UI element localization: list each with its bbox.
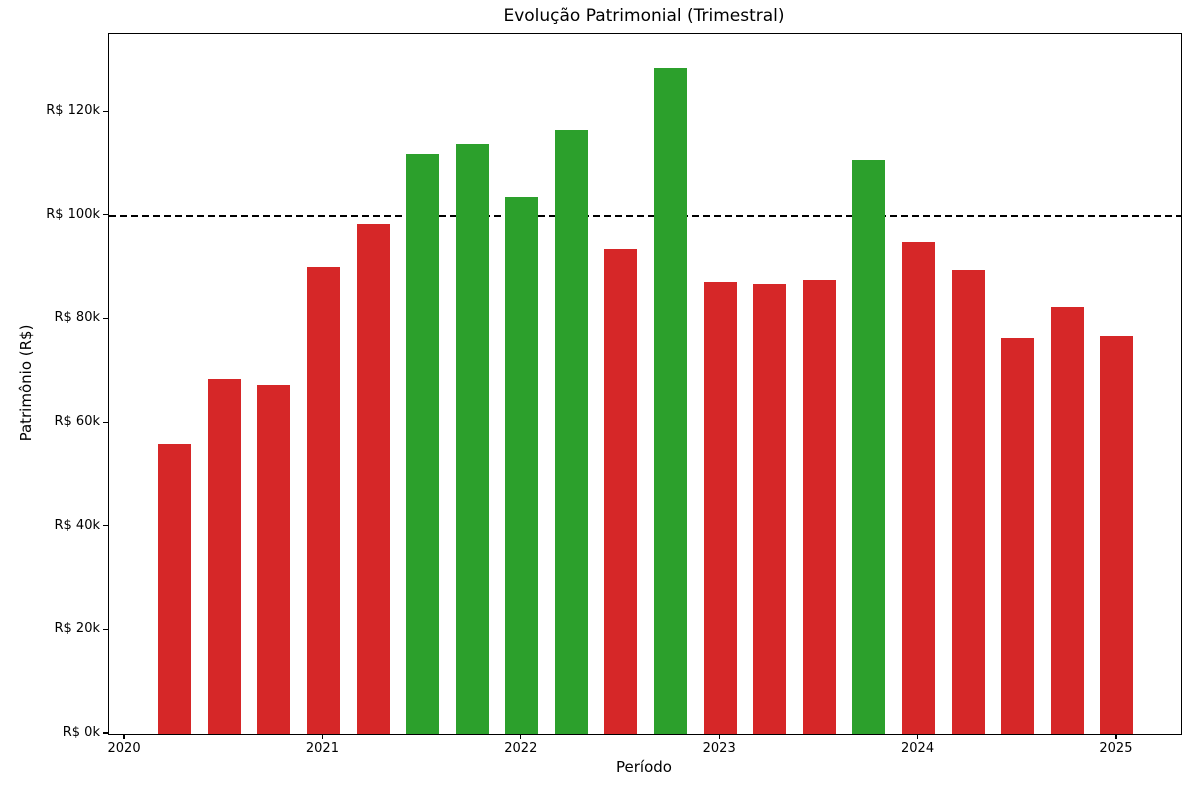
bar-2021-Q4	[455, 144, 489, 734]
ytick-mark	[103, 317, 108, 320]
bar-2024-Q1	[902, 242, 936, 734]
bars-layer	[109, 34, 1181, 734]
xtick-mark	[520, 734, 522, 739]
ytick-label-60k: R$ 60k	[54, 414, 100, 430]
bar-2025-Q1	[1100, 336, 1134, 734]
plot-area	[108, 33, 1182, 735]
ytick-mark	[103, 214, 108, 216]
ytick-mark	[103, 732, 108, 734]
bar-2021-Q1	[306, 267, 340, 734]
bar-2022-Q2	[554, 130, 588, 734]
xtick-label-2022: 2022	[504, 741, 538, 756]
chart-title: Evolução Patrimonial (Trimestral)	[503, 6, 785, 26]
bar-2020-Q3	[207, 379, 241, 734]
bar-2022-Q4	[654, 68, 688, 734]
bar-2023-Q4	[852, 160, 886, 734]
xtick-mark	[1115, 734, 1117, 739]
xtick-label-2021: 2021	[305, 741, 339, 756]
xtick-label-2025: 2025	[1099, 741, 1133, 756]
ytick-mark	[103, 628, 108, 630]
ytick-mark	[103, 525, 108, 527]
bar-2020-Q4	[257, 385, 291, 734]
xtick-mark	[718, 734, 720, 739]
x-axis-label: Período	[616, 758, 672, 776]
threshold-line	[109, 215, 1181, 217]
bar-2020-Q2	[158, 444, 192, 734]
bar-2023-Q2	[753, 284, 787, 734]
bar-2022-Q3	[604, 249, 638, 734]
ytick-label-100k: R$ 100k	[46, 206, 100, 222]
xtick-label-2023: 2023	[702, 741, 736, 756]
xtick-mark	[916, 734, 919, 739]
ytick-label-0k: R$ 0k	[62, 725, 100, 740]
ytick-label-20k: R$ 20k	[54, 621, 100, 637]
ytick-label-40k: R$ 40k	[54, 517, 100, 533]
bar-2024-Q3	[1001, 338, 1035, 734]
bar-2023-Q3	[802, 280, 836, 734]
xtick-mark	[321, 734, 324, 739]
bar-2021-Q3	[406, 154, 440, 734]
ytick-label-120k: R$ 120k	[46, 103, 100, 119]
bar-2023-Q1	[703, 282, 737, 734]
xtick-label-2020: 2020	[107, 741, 141, 756]
xtick-mark	[123, 734, 125, 739]
bar-2024-Q4	[1050, 307, 1084, 734]
ytick-mark	[103, 421, 108, 423]
ytick-mark	[103, 110, 108, 112]
bar-2024-Q2	[951, 270, 985, 734]
ytick-label-80k: R$ 80k	[54, 310, 100, 326]
xtick-label-2024: 2024	[901, 741, 935, 756]
bar-2021-Q2	[356, 224, 390, 734]
bar-2022-Q1	[505, 197, 539, 734]
